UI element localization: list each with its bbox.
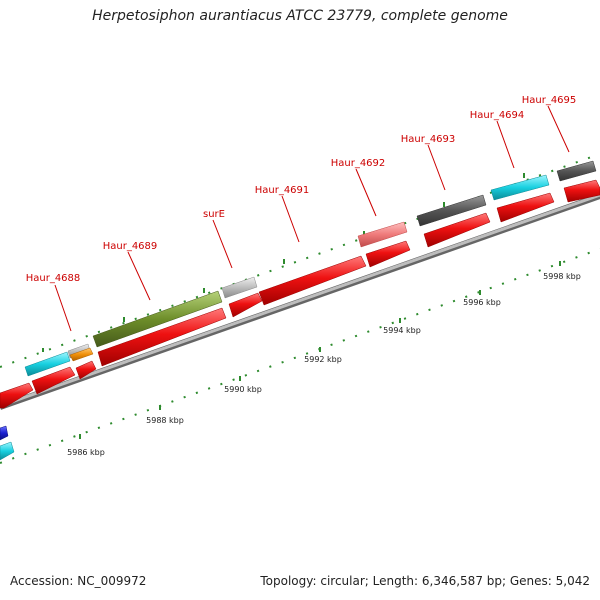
gene-label-haur-4693[interactable]: Haur_4693 (401, 134, 456, 145)
blue-feature[interactable] (0, 425, 9, 441)
cds-arrow[interactable] (75, 360, 97, 380)
gene-haur-4693-feature[interactable] (416, 194, 487, 227)
gene-haur-4692-feature[interactable] (357, 221, 408, 248)
gene-label-haur-4695[interactable]: Haur_4695 (522, 95, 577, 106)
gene-label-sure[interactable]: surE (203, 209, 225, 220)
scale-label-5988: 5988 kbp (146, 416, 184, 425)
cds-arrow[interactable] (563, 179, 600, 203)
teal-feature[interactable] (0, 441, 15, 461)
cds-arrows (0, 179, 600, 409)
cds-arrow[interactable] (258, 255, 367, 306)
map-title: Herpetosiphon aurantiacus ATCC 23779, co… (92, 8, 508, 24)
cds-arrow[interactable] (423, 212, 491, 248)
gene-label-haur-4689[interactable]: Haur_4689 (103, 241, 158, 252)
cds-arrow[interactable] (228, 292, 263, 318)
scale-label-5986: 5986 kbp (67, 448, 105, 457)
reverse-strand-genes (0, 425, 15, 461)
cds-arrow[interactable] (31, 366, 76, 395)
scale-label-5996: 5996 kbp (463, 298, 501, 307)
gene-label-haur-4691[interactable]: Haur_4691 (255, 185, 310, 196)
major-ticks (42, 173, 561, 439)
gene-labels: Haur_4688 Haur_4689 surE Haur_4691 Haur_… (26, 95, 577, 284)
gene-label-haur-4694[interactable]: Haur_4694 (470, 110, 525, 121)
genome-summary-text: Topology: circular; Length: 6,346,587 bp… (260, 574, 590, 588)
gene-sure-feature[interactable] (221, 276, 258, 299)
cds-arrow[interactable] (0, 382, 34, 409)
cds-arrow-orange[interactable] (69, 347, 94, 362)
gene-haur-4694-feature[interactable] (490, 174, 550, 201)
scale-label-5992: 5992 kbp (304, 355, 342, 364)
label-leaders (54, 105, 570, 332)
scale-label-5990: 5990 kbp (224, 385, 262, 394)
genome-backbone (0, 193, 600, 410)
scale-labels: 5986 kbp 5988 kbp 5990 kbp 5992 kbp 5994… (67, 272, 581, 457)
gene-haur-4689-feature[interactable] (92, 290, 223, 348)
cds-arrow[interactable] (97, 307, 227, 367)
cds-arrow[interactable] (365, 240, 411, 268)
scale-label-5998: 5998 kbp (543, 272, 581, 281)
cds-arrow[interactable] (496, 192, 555, 223)
scale-label-5994: 5994 kbp (383, 326, 421, 335)
gene-haur-4688-feature[interactable] (24, 351, 71, 377)
forward-strand-genes (24, 160, 597, 377)
gene-haur-4695-feature[interactable] (556, 160, 597, 182)
accession-text: Accession: NC_009972 (10, 574, 147, 588)
gene-label-haur-4692[interactable]: Haur_4692 (331, 158, 386, 169)
gene-label-haur-4688[interactable]: Haur_4688 (26, 273, 81, 284)
